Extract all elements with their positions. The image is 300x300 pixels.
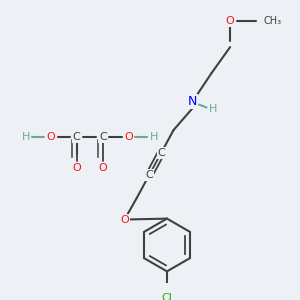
Text: C: C — [145, 170, 153, 180]
Text: C: C — [73, 132, 80, 142]
Text: N: N — [188, 95, 197, 108]
Text: Cl: Cl — [161, 293, 172, 300]
Text: H: H — [21, 132, 30, 142]
Text: O: O — [98, 163, 107, 173]
Text: H: H — [150, 132, 158, 142]
Text: C: C — [158, 148, 165, 158]
Text: O: O — [120, 214, 129, 224]
Text: O: O — [124, 132, 133, 142]
Text: C: C — [99, 132, 107, 142]
Text: H: H — [209, 104, 217, 114]
Text: O: O — [226, 16, 235, 26]
Text: O: O — [72, 163, 81, 173]
Text: CH₃: CH₃ — [263, 16, 281, 26]
Text: O: O — [47, 132, 56, 142]
